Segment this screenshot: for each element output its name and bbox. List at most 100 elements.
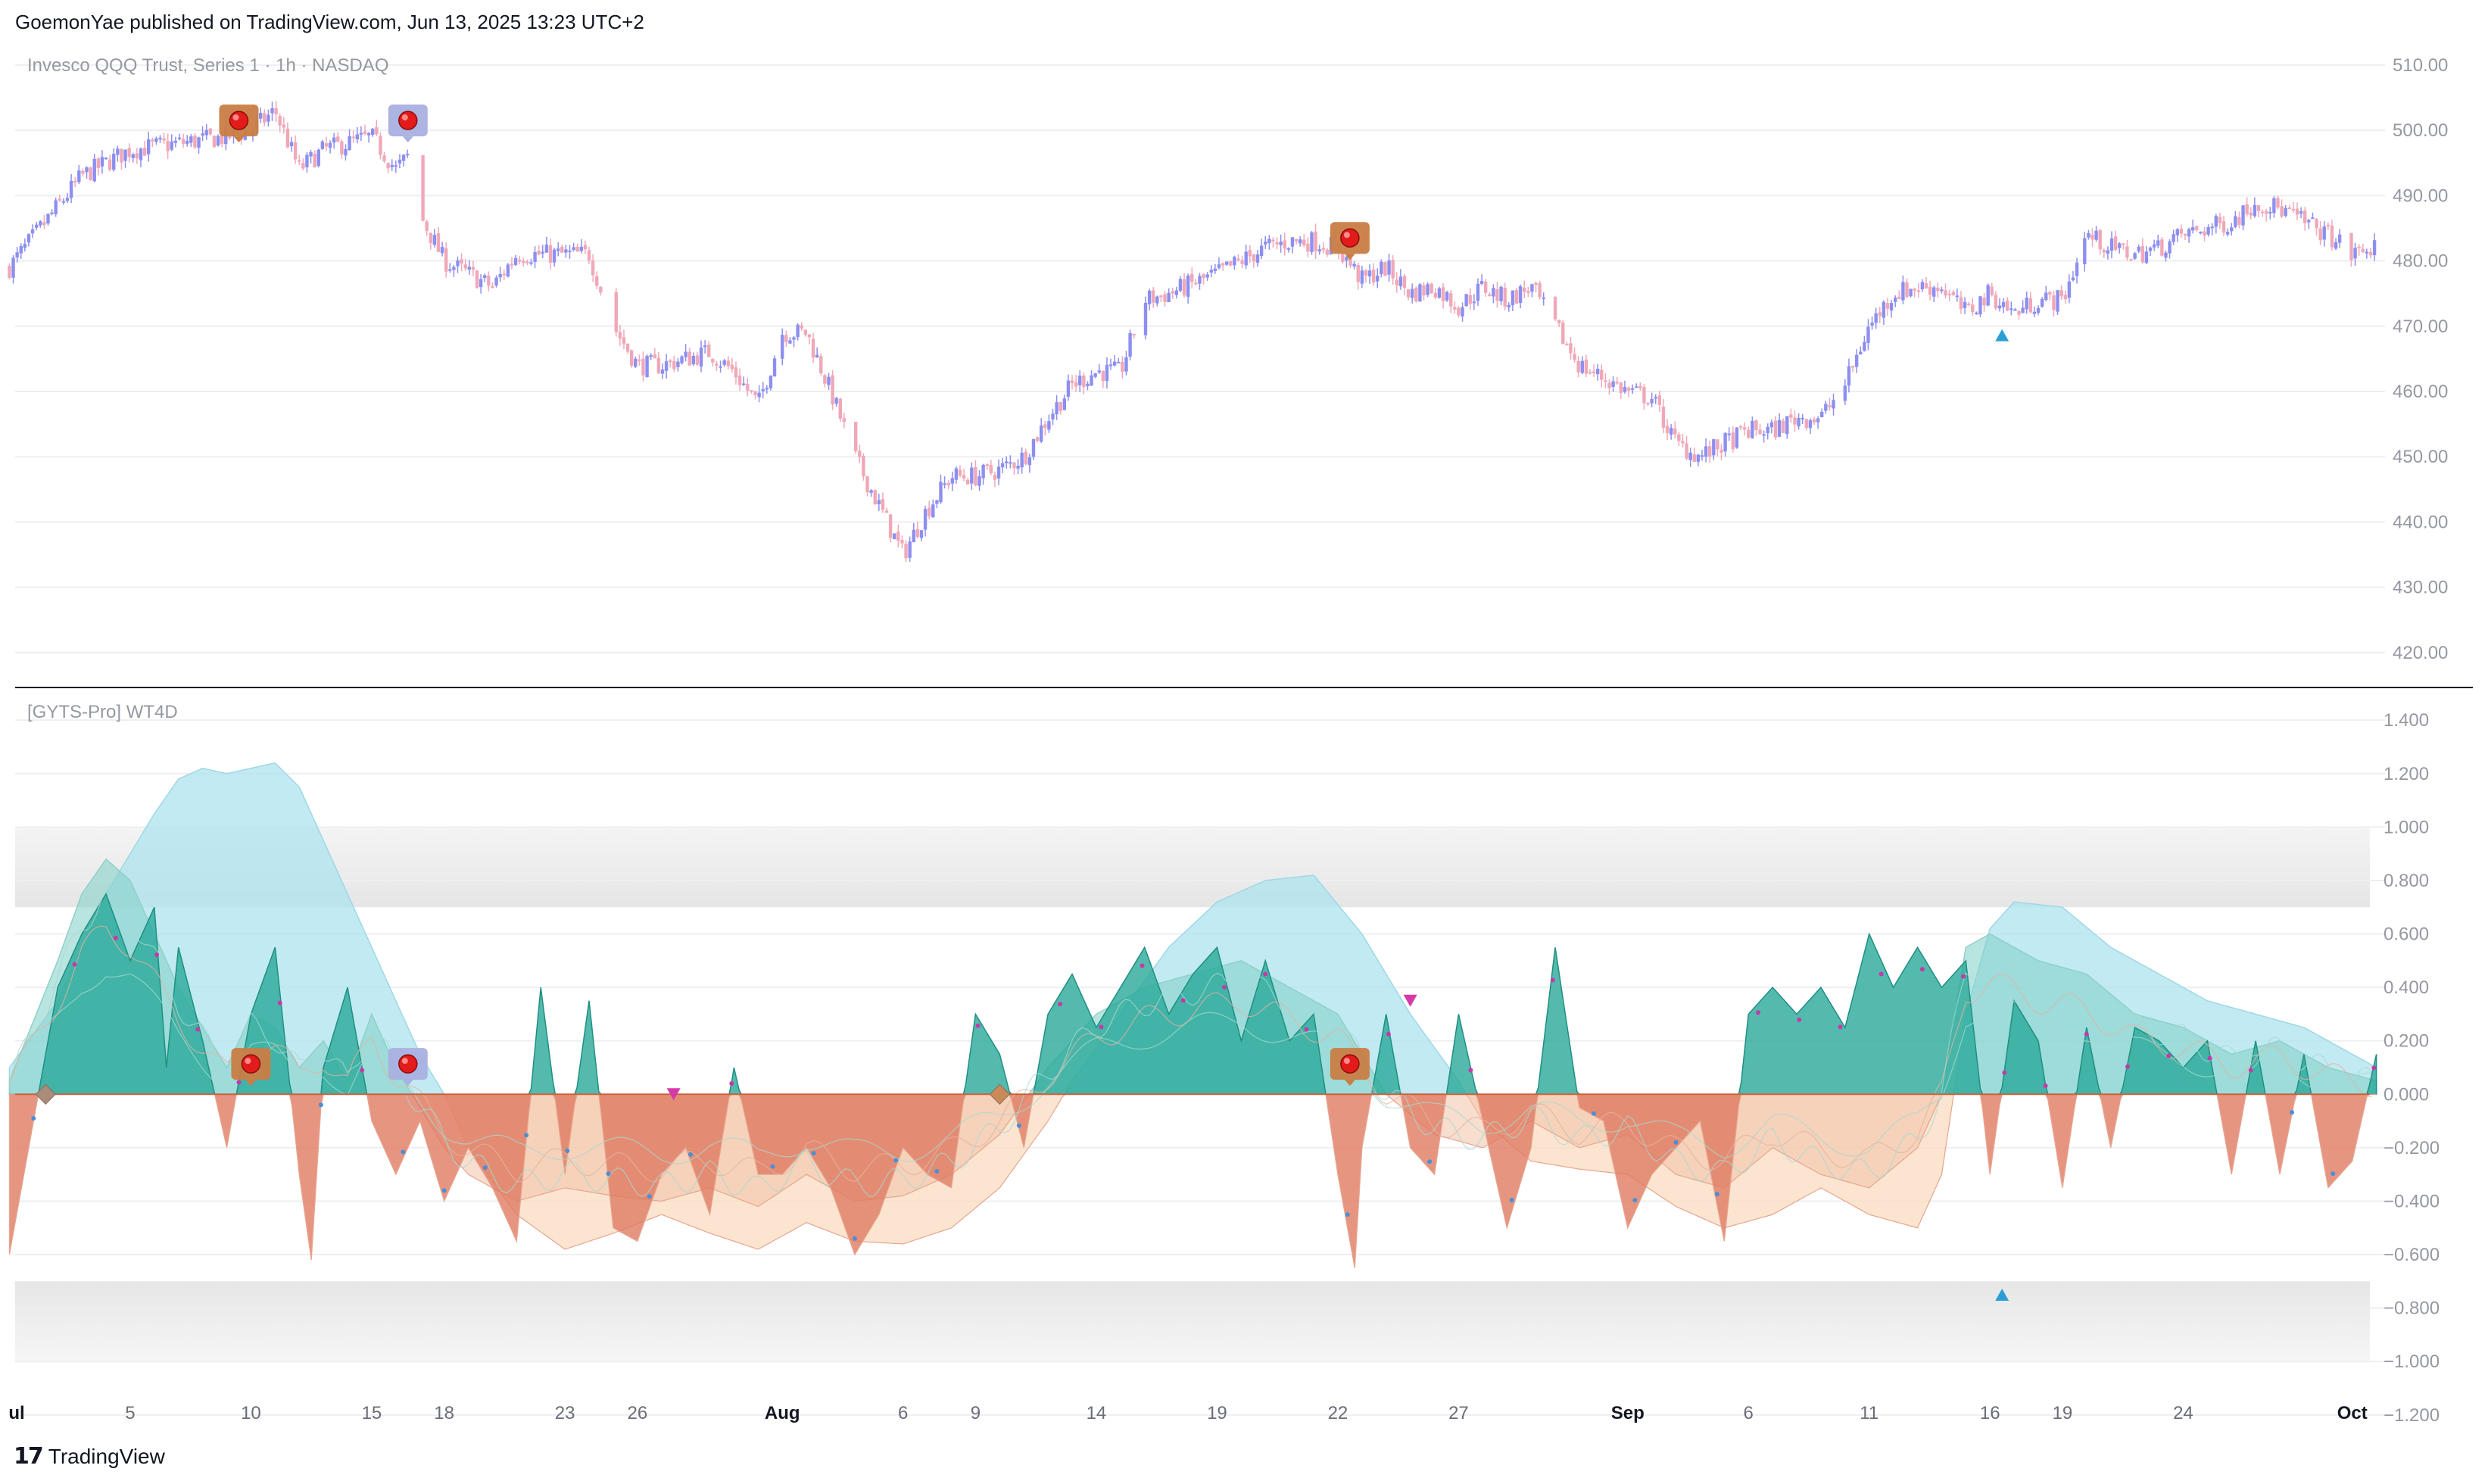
candle-body [340,141,344,154]
candle-body [2005,300,2009,311]
candle-body [935,500,939,504]
candle-body [2071,277,2075,281]
candle-body [981,464,985,479]
candle-body [2245,204,2249,214]
candle-body [1279,242,1283,245]
candle-body [1561,322,1565,344]
candle-body [2349,232,2353,260]
diamond-marker[interactable] [35,1083,56,1105]
candle-body [1507,304,1511,308]
candle-body [819,356,823,374]
candle-body [1526,291,1530,293]
red-dot-marker[interactable] [219,104,259,143]
tradingview-brand[interactable]: 𝟭𝟳 TradingView [14,1443,165,1470]
candle-body [2268,211,2272,214]
candle-body [116,148,120,155]
diamond-marker[interactable] [989,1083,1011,1105]
candle-body [1024,451,1027,464]
time-axis-tick-label: 18 [434,1403,454,1423]
candle-body [120,148,123,163]
signal-dot [1797,1017,1802,1022]
price-pane[interactable]: 510.00 500.00 490.00 480.00 470.00 460.00 450.… [8,55,2448,663]
candle-body [448,269,452,271]
signal-dot [1345,1212,1350,1217]
candle-body [177,137,182,139]
red-dot-marker[interactable] [231,1048,271,1086]
candle-body [1669,428,1673,435]
oversold-zone [15,1281,2370,1362]
up-triangle-marker[interactable] [1995,1289,2009,1301]
red-dot-marker[interactable] [388,1048,428,1086]
candle-body [1224,261,1229,265]
candle-body [1681,441,1685,444]
candle-body [2102,250,2106,253]
candle-body [2137,247,2140,252]
candle-body [691,355,696,365]
time-axis-tick-label: 15 [362,1403,382,1423]
candle-body [858,450,862,457]
candle-body [831,375,834,405]
candle-body [556,248,560,251]
candle-body [726,360,730,366]
candle-body [2001,301,2006,307]
candle-body [432,235,437,245]
candle-body [664,361,669,371]
candle-body [1700,455,1704,457]
candle-body [1406,289,1411,298]
candle-body [1793,417,1797,425]
candle-body [676,361,680,367]
red-dot-marker[interactable] [1330,1048,1370,1086]
candle-body [371,128,375,135]
candle-body [510,263,514,266]
candle-body [1584,359,1589,374]
candle-body [761,388,765,391]
candle-body [1538,283,1542,298]
candle-body [1395,279,1398,285]
candle-body [1893,298,1897,302]
signal-dot [2371,1065,2377,1071]
candle-body [491,285,494,288]
candle-body [1940,289,1944,292]
candle-body [1623,387,1627,392]
candle-body [1769,422,1774,428]
oscillator-pane[interactable]: 1.400 1.200 1.000 0.800 0.600 0.400 0.200 0.000… [8,710,2440,1426]
time-axis-tick-label: 24 [2173,1403,2193,1423]
candle-body [2118,243,2122,248]
candle-body [305,154,309,167]
candle-body [1418,284,1422,302]
candle-body [2237,217,2241,226]
candle-body [2152,244,2156,248]
candle-body [2365,251,2369,254]
candle-body [2109,238,2114,251]
candle-body [1190,273,1194,282]
candle-body [386,163,390,169]
down-triangle-marker[interactable] [666,1088,681,1101]
signal-dot [1427,1159,1433,1164]
candle-body [599,286,603,293]
candle-body [405,154,410,156]
red-dot-marker[interactable] [388,104,428,143]
candle-body [827,376,831,385]
candle-body [2125,246,2129,258]
red-dot-highlight [245,1058,251,1065]
candle-body [1294,238,1299,242]
red-dot-marker[interactable] [1330,222,1370,260]
candle-body [2087,232,2090,238]
down-triangle-marker[interactable] [1403,994,1417,1007]
candle-body [1391,260,1395,279]
candle-body [1055,402,1058,415]
candle-body [730,364,734,369]
candle-body [2187,229,2191,237]
candle-body [351,136,355,139]
candle-body [19,246,23,254]
candle-body [181,139,186,144]
candle-body [506,264,510,277]
price-axis-tick-label: 460.00 [2393,382,2448,402]
candle-body [1233,257,1236,266]
candle-body [1863,341,1866,351]
candle-body [1383,262,1387,276]
marker-pointer [1344,1080,1355,1086]
signal-dot [1632,1198,1638,1203]
candle-body [1016,466,1020,469]
